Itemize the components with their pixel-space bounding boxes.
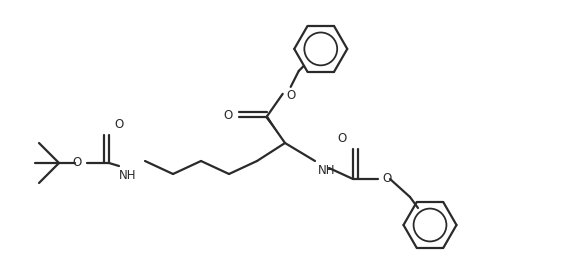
Text: O: O: [382, 173, 391, 185]
Text: O: O: [224, 109, 233, 122]
Text: O: O: [114, 118, 123, 131]
Polygon shape: [265, 116, 285, 143]
Text: NH: NH: [318, 164, 336, 177]
Text: NH: NH: [119, 169, 137, 182]
Text: O: O: [287, 89, 296, 102]
Text: O: O: [72, 157, 82, 169]
Text: O: O: [338, 132, 347, 145]
